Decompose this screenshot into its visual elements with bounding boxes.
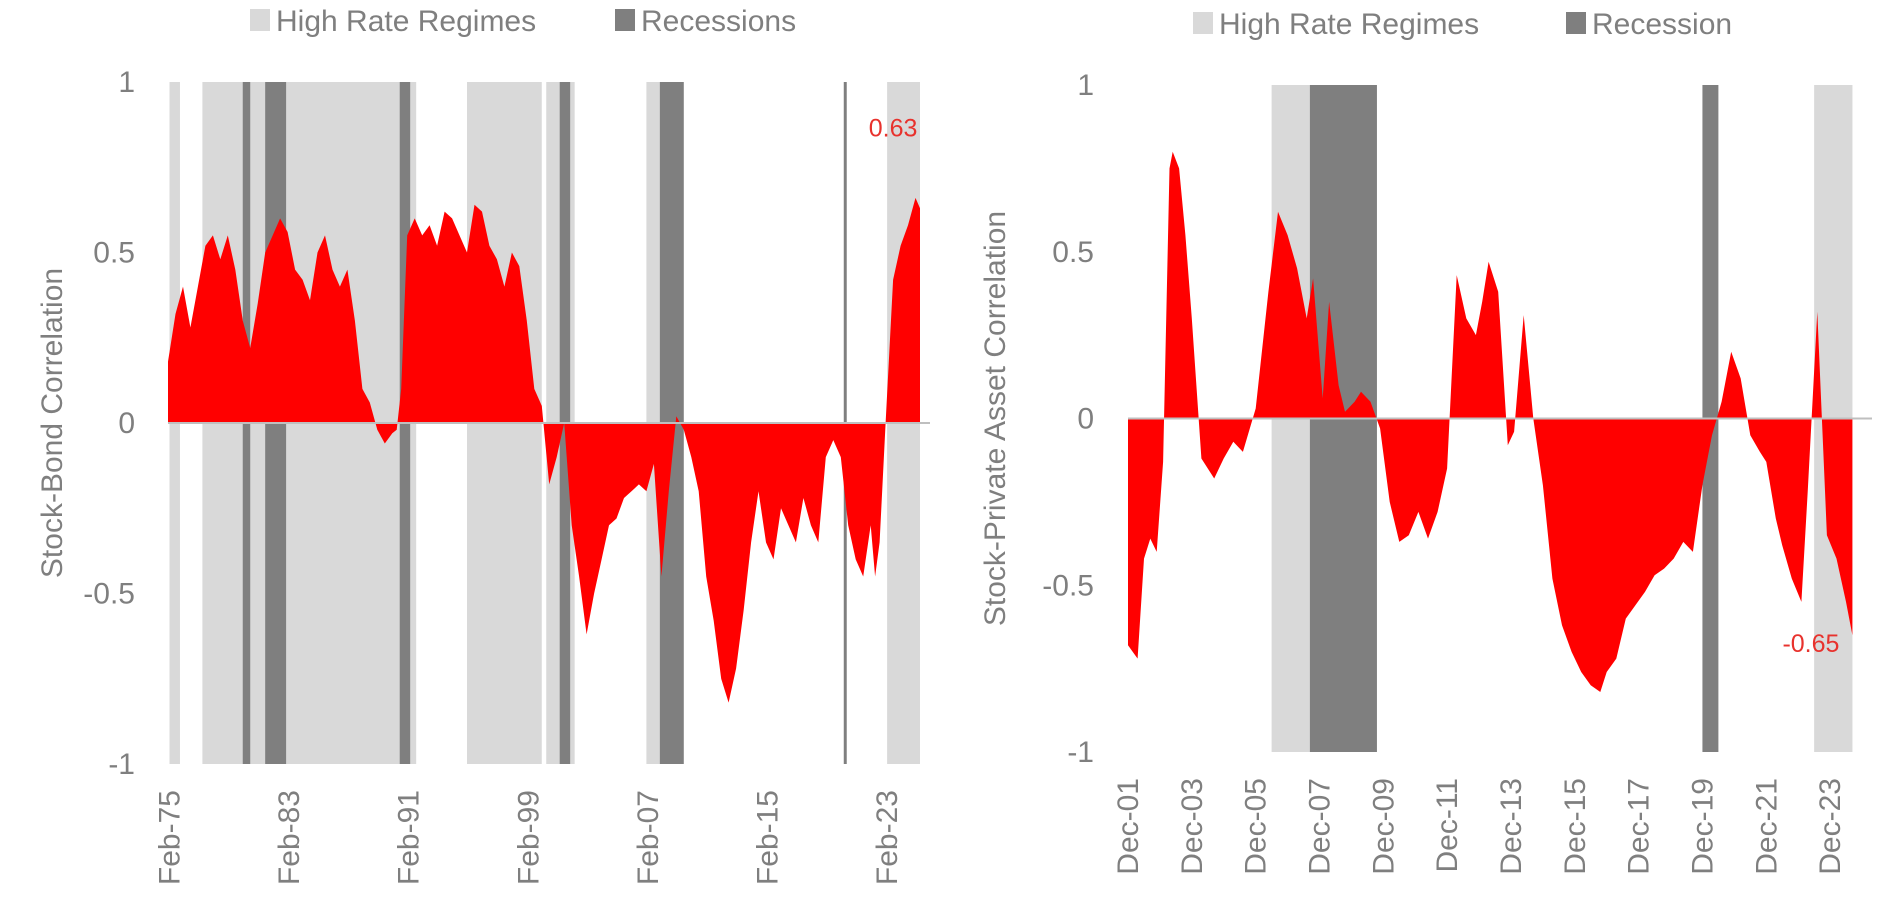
latest-value-annotation: -0.65 (1782, 630, 1839, 658)
y-tick-labels: 1 0.5 0 -0.5 -1 (83, 66, 135, 781)
latest-value-annotation: 0.63 (869, 115, 918, 143)
x-tick-label: Feb-23 (871, 790, 904, 885)
x-tick-label: Feb-83 (273, 790, 306, 885)
y-axis-label: Stock-Bond Correlation (36, 268, 69, 578)
x-tick-label: Feb-07 (632, 790, 665, 885)
x-tick-labels: Dec-01 Dec-03 Dec-05 Dec-07 Dec-09 Dec-11 Dec-… (1112, 778, 1847, 875)
x-tick-label: Dec-07 (1303, 778, 1336, 875)
x-tick-label: Dec-21 (1750, 778, 1783, 875)
x-tick-labels: Feb-75 Feb-83 Feb-91 Feb-99 Feb-07 Feb-15 Feb-… (153, 790, 904, 885)
y-tick-label: -0.5 (83, 578, 135, 611)
x-tick-label: Dec-05 (1240, 778, 1273, 875)
legend-label: Recessions (641, 5, 796, 38)
x-tick-label: Feb-75 (153, 790, 186, 885)
y-tick-label: 1 (1077, 69, 1094, 102)
x-tick-label: Dec-15 (1559, 778, 1592, 875)
legend: High Rate Regimes Recessions (250, 5, 796, 38)
y-tick-labels: 1 0.5 0 -0.5 -1 (1042, 69, 1094, 769)
x-tick-label: Feb-15 (752, 790, 785, 885)
correlation-area (168, 197, 920, 703)
y-tick-label: 0.5 (1052, 236, 1094, 269)
correlation-area (1128, 151, 1853, 692)
y-tick-label: 0.5 (93, 237, 135, 270)
x-tick-label: Dec-19 (1686, 778, 1719, 875)
legend: High Rate Regimes Recession (1193, 8, 1732, 41)
chart-2: 1 0.5 0 -0.5 -1 Stock-Private Asset Correlati… (979, 8, 1872, 875)
x-tick-label: Dec-03 (1176, 778, 1209, 875)
y-tick-label: 0 (118, 407, 135, 440)
legend-swatch-high_rate (1193, 12, 1213, 34)
y-tick-label: 0 (1077, 403, 1094, 436)
x-tick-label: Dec-09 (1367, 778, 1400, 875)
legend-label: High Rate Regimes (1219, 8, 1479, 41)
x-tick-label: Dec-23 (1814, 778, 1847, 875)
legend-label: Recession (1592, 8, 1732, 41)
x-tick-label: Feb-99 (512, 790, 545, 885)
y-tick-label: -0.5 (1042, 569, 1094, 602)
legend-label: High Rate Regimes (276, 5, 536, 38)
y-axis-label: Stock-Private Asset Correlation (979, 211, 1012, 626)
x-tick-label: Dec-17 (1623, 778, 1656, 875)
x-tick-label: Feb-91 (393, 790, 426, 885)
y-tick-label: -1 (108, 748, 135, 781)
x-tick-label: Dec-13 (1495, 778, 1528, 875)
y-tick-label: 1 (118, 66, 135, 99)
y-tick-label: -1 (1067, 736, 1094, 769)
legend-swatch-recession (1566, 12, 1586, 34)
legend-swatch-high_rate (250, 9, 270, 31)
x-tick-label: Dec-01 (1112, 778, 1145, 875)
legend-swatch-recession (615, 9, 635, 31)
x-tick-label: Dec-11 (1431, 778, 1464, 872)
